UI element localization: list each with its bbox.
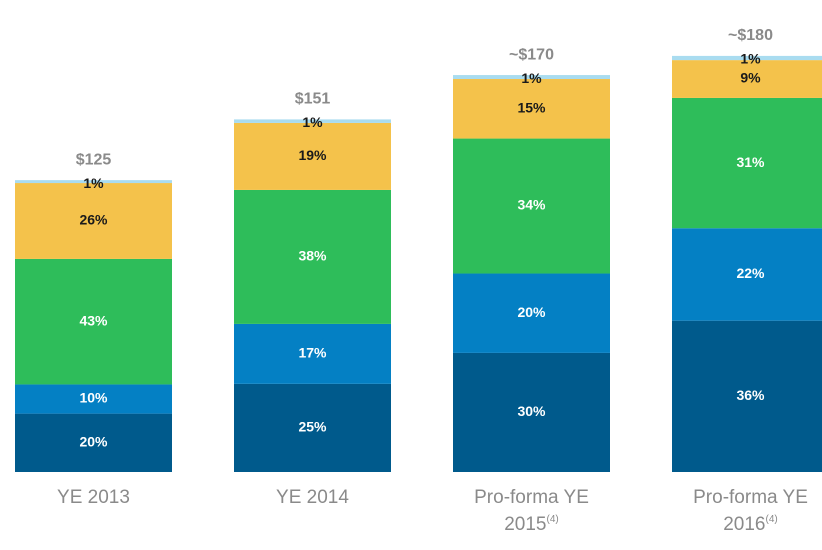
bar-segment xyxy=(453,273,610,353)
bar-segment xyxy=(234,323,391,384)
segment-label: 30% xyxy=(517,403,546,419)
segment-label: 19% xyxy=(298,147,327,163)
total-label: $151 xyxy=(295,91,331,108)
bar-segment xyxy=(453,75,610,80)
segment-label: 36% xyxy=(736,387,765,403)
segment-label: 20% xyxy=(517,304,546,320)
x-tick-label: Pro-forma YE 2015(4) xyxy=(474,487,589,535)
bar-segment xyxy=(672,228,822,321)
segment-label: 20% xyxy=(79,434,108,450)
segment-label: 34% xyxy=(517,197,546,213)
segment-label: 15% xyxy=(517,99,546,115)
bar-segment xyxy=(15,180,172,184)
total-label: ~$170 xyxy=(509,46,554,63)
segment-label: 22% xyxy=(736,265,765,281)
bar-segment xyxy=(15,413,172,472)
bar-segment xyxy=(453,79,610,139)
bar-segment xyxy=(672,97,822,229)
segment-label: 1% xyxy=(521,70,542,86)
bar-segment xyxy=(453,138,610,274)
segment-label: 1% xyxy=(302,114,323,130)
x-tick-label: Pro-forma YE 2016(4) xyxy=(693,487,808,535)
bar-segment xyxy=(234,122,391,190)
bar-segment xyxy=(15,258,172,385)
bar-segment xyxy=(453,352,610,472)
segment-label: 26% xyxy=(79,212,108,228)
bar-segment xyxy=(234,119,391,123)
total-label: ~$180 xyxy=(728,27,773,44)
bar-segment xyxy=(672,55,822,61)
segment-label: 1% xyxy=(83,175,104,191)
footnote-mark: (4) xyxy=(765,514,778,525)
bar-segment xyxy=(15,384,172,414)
bar-segment xyxy=(234,383,391,472)
bar-segment xyxy=(234,189,391,324)
segment-label: 9% xyxy=(740,70,761,86)
segment-label: 1% xyxy=(740,51,761,67)
x-tick-label: YE 2014 xyxy=(276,487,349,508)
segment-label: 25% xyxy=(298,419,327,435)
x-tick-label: YE 2013 xyxy=(57,487,130,508)
segment-label: 10% xyxy=(79,390,108,406)
segment-label: 17% xyxy=(298,345,327,361)
bar-segment xyxy=(15,183,172,259)
total-label: $125 xyxy=(76,151,112,168)
footnote-mark: (4) xyxy=(546,514,559,525)
bar-segment xyxy=(672,320,822,472)
segment-label: 43% xyxy=(79,312,108,328)
segment-label: 31% xyxy=(736,154,765,170)
bar-segment xyxy=(672,60,822,98)
segment-label: 38% xyxy=(298,248,327,264)
